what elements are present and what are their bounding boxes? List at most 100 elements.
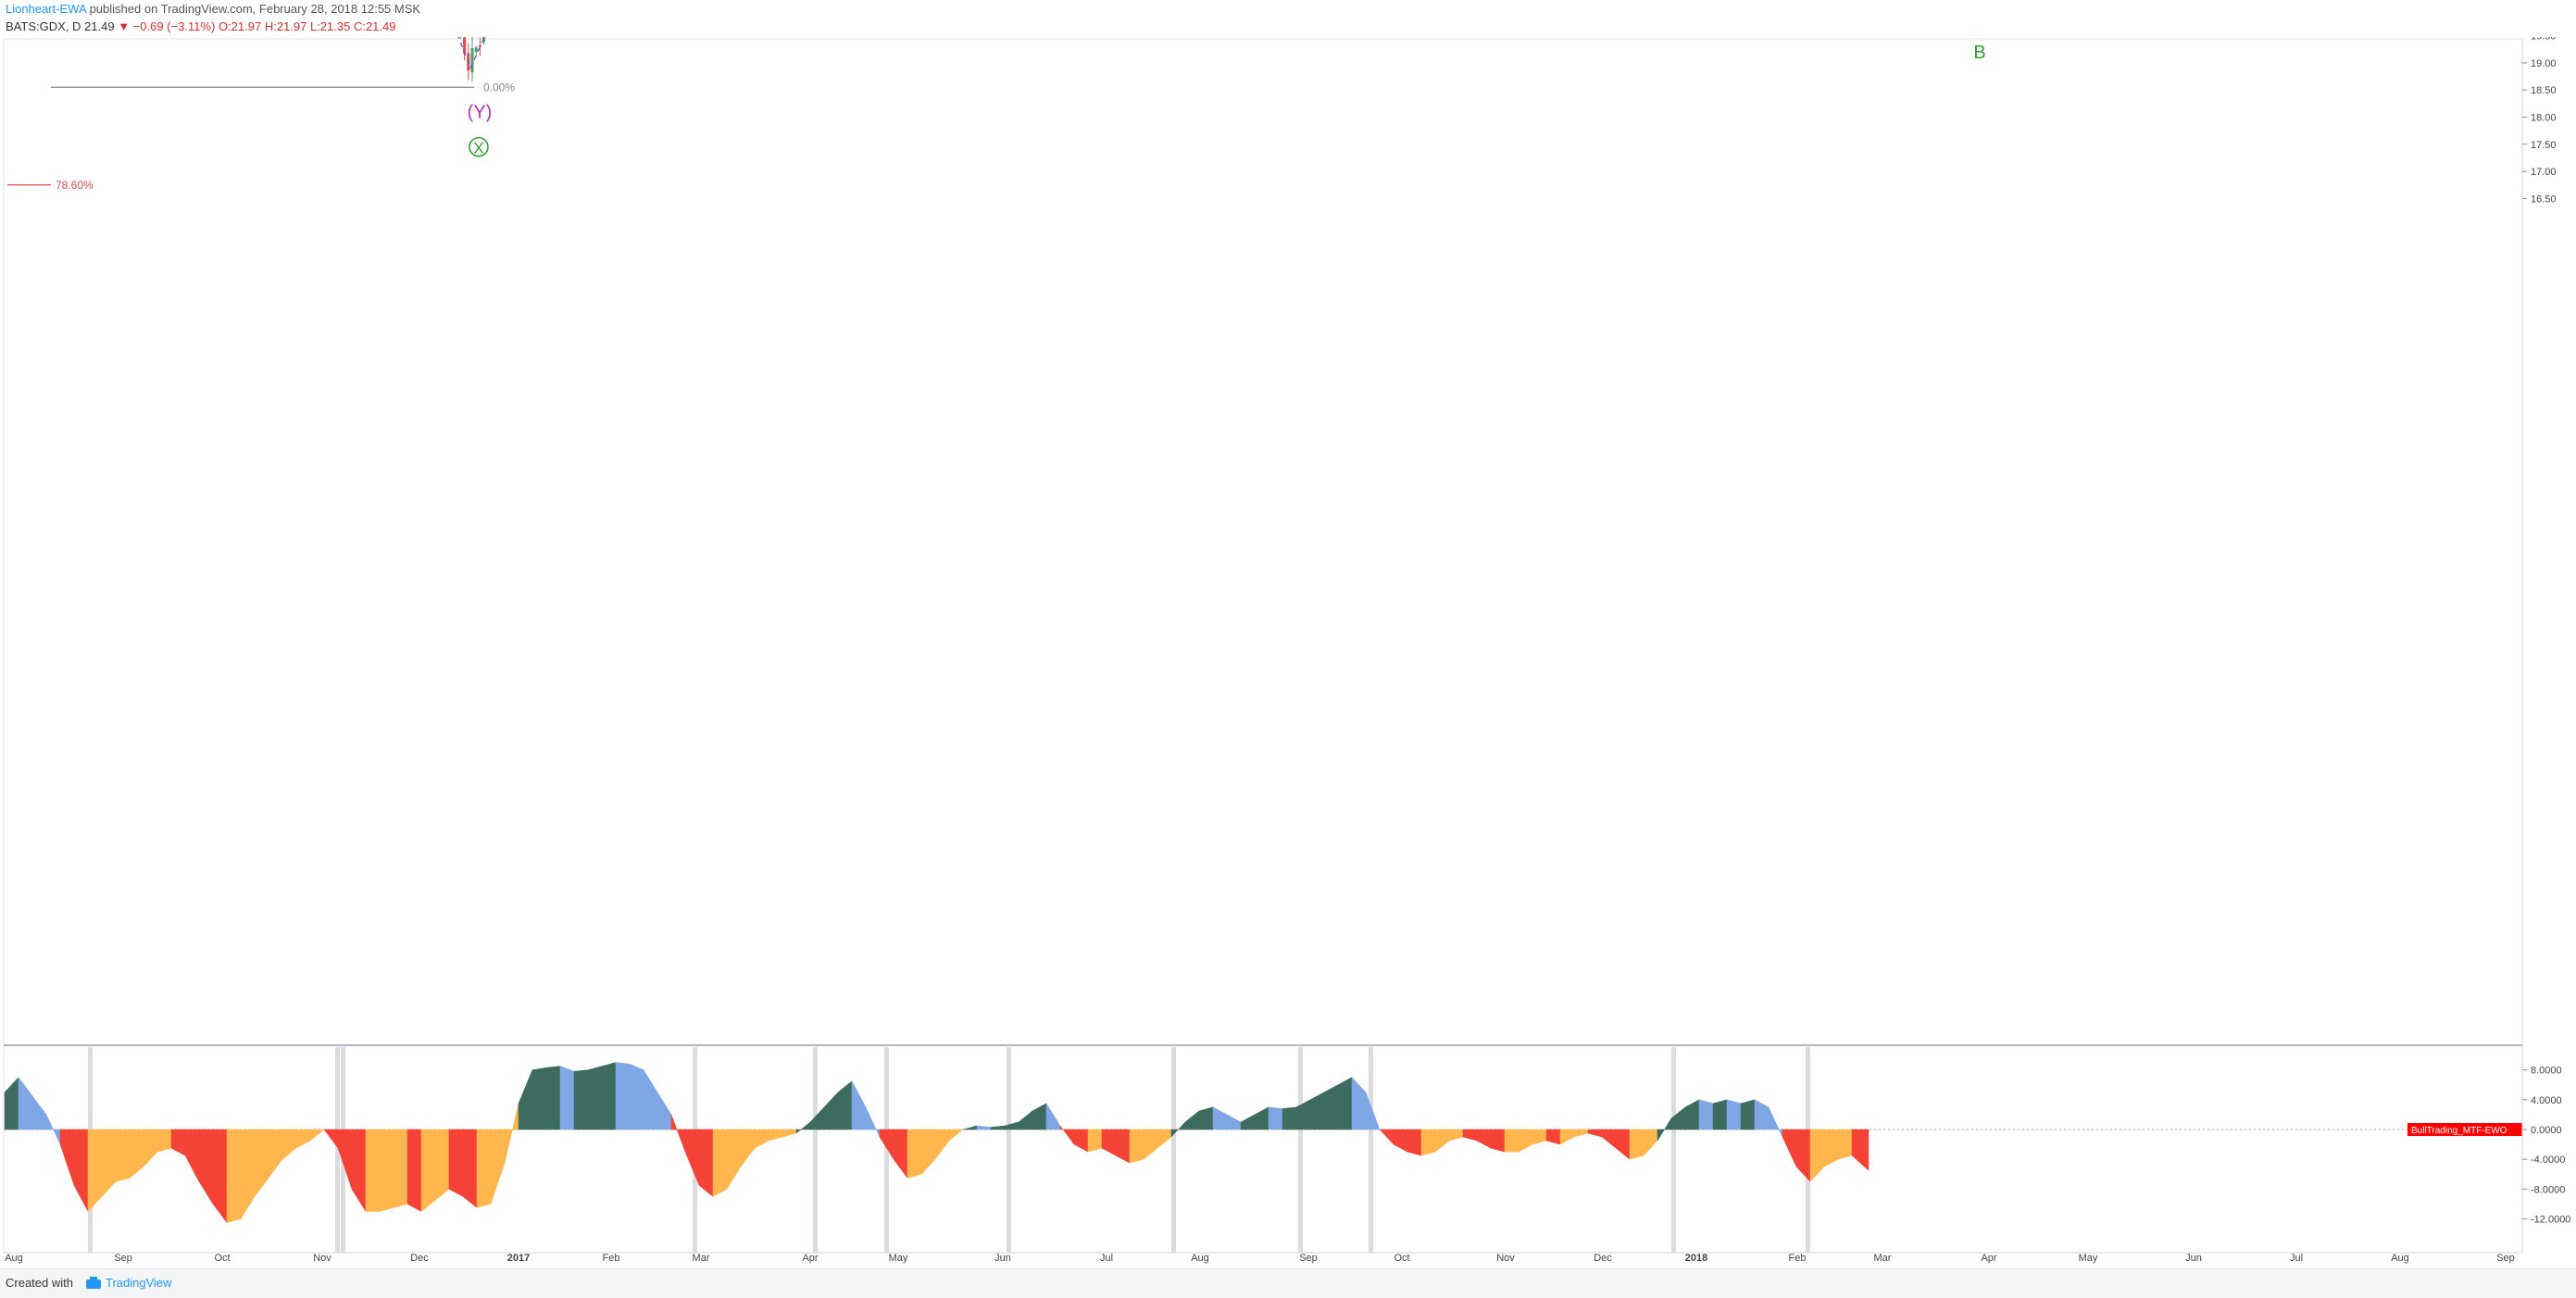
- ewo-area-segment: [1698, 1099, 1714, 1130]
- time-tick-label: Apr: [802, 1253, 818, 1264]
- time-tick-label: May: [889, 1253, 908, 1264]
- ewo-area-segment: [698, 1129, 714, 1197]
- chart-header: Lionheart-EWA published on TradingView.c…: [0, 0, 2576, 37]
- tradingview-link[interactable]: TradingView: [106, 1276, 172, 1290]
- ewo-area-segment: [1337, 1077, 1353, 1130]
- ewo-indicator: BullTrading_MTF-EWO: [4, 1047, 2522, 1253]
- wave-label: (Y): [468, 103, 493, 123]
- ewo-area-segment: [1365, 1092, 1381, 1130]
- ewo-area-segment: [1490, 1129, 1506, 1153]
- time-tick-label: 2017: [507, 1253, 530, 1264]
- time-tick-label: Nov: [313, 1253, 331, 1264]
- ewo-area-segment: [365, 1129, 381, 1212]
- wave-label: X: [473, 140, 483, 157]
- ewo-name-badge: [2407, 1123, 2522, 1136]
- ewo-area-segment: [393, 1129, 408, 1208]
- ewo-area-segment: [309, 1129, 325, 1142]
- price-axis[interactable]: 34.5034.0033.5033.0032.5032.0031.5031.00…: [2488, 0, 2574, 1253]
- ewo-tick-label: 0.0000: [2531, 1125, 2562, 1136]
- time-tick-label: Oct: [214, 1253, 230, 1264]
- ewo-area-segment: [601, 1062, 617, 1130]
- price-change-value: −0.69 (−3.11%): [132, 19, 216, 33]
- time-tick-label: Jun: [994, 1253, 1011, 1264]
- ewo-area-segment: [712, 1129, 728, 1197]
- published-text: published on TradingView.com, February 2…: [89, 2, 421, 16]
- ewo-divergence-bar: [1298, 1047, 1303, 1253]
- ewo-tick-label: -4.0000: [2531, 1154, 2565, 1166]
- author-link[interactable]: Lionheart-EWA: [6, 2, 86, 16]
- ewo-area-segment: [462, 1129, 478, 1209]
- ohlc-values: O:21.97 H:21.97 L:21.35 C:21.49: [218, 19, 396, 33]
- price-change: ▼ −0.69 (−3.11%): [118, 19, 216, 33]
- time-tick-label: Dec: [1594, 1253, 1612, 1264]
- time-tick-label: Jul: [1100, 1253, 1113, 1264]
- ewo-area-segment: [1504, 1129, 1519, 1153]
- candle-body: [463, 37, 467, 55]
- time-tick-label: Dec: [410, 1253, 429, 1264]
- time-tick-label: Feb: [1789, 1253, 1807, 1264]
- ewo-area-segment: [1740, 1099, 1756, 1130]
- time-tick-label: Oct: [1394, 1253, 1409, 1264]
- price-tick-label: 17.50: [2531, 140, 2557, 151]
- ewo-divergence-bar: [813, 1047, 818, 1253]
- ewo-area-segment: [1323, 1084, 1339, 1130]
- fibonacci-levels: 161.80%150.00%61.80%100.00%38.20%50.00%6…: [3, 38, 2522, 1253]
- ewo-tick-label: -8.0000: [2531, 1184, 2565, 1195]
- candle-body: [478, 44, 481, 47]
- wave-label-circle-icon: [469, 136, 489, 157]
- price-tick-label: 17.00: [2531, 167, 2557, 178]
- ewo-divergence-bar: [884, 1047, 889, 1253]
- time-tick-label: Sep: [2496, 1253, 2515, 1264]
- candle-body: [474, 47, 478, 53]
- ewo-area-segment: [629, 1063, 644, 1130]
- candle-body: [470, 47, 474, 73]
- created-with-text: Created with: [6, 1276, 73, 1290]
- ewo-area-segment: [434, 1129, 450, 1201]
- ewo-area-segment: [115, 1129, 131, 1182]
- price-tick-label: 19.00: [2531, 58, 2557, 69]
- fib-level-label: 0.00%: [483, 81, 515, 94]
- time-tick-label: Nov: [1496, 1253, 1515, 1264]
- time-tick-label: Jun: [2185, 1253, 2202, 1264]
- ewo-area-segment: [226, 1129, 242, 1223]
- ewo-area-segment: [1282, 1106, 1297, 1130]
- ewo-area-segment: [559, 1066, 575, 1130]
- ewo-divergence-bar: [1007, 1047, 1011, 1253]
- symbol-name[interactable]: BATS:GDX, D: [6, 19, 81, 33]
- ewo-tick-label: 8.0000: [2531, 1066, 2562, 1077]
- ewo-area-segment: [907, 1129, 922, 1179]
- wave-label: B: [1973, 43, 1985, 63]
- ewo-area-segment: [531, 1067, 547, 1130]
- tradingview-logo-icon: [86, 1277, 101, 1289]
- time-axis[interactable]: Aug Sep Oct Nov Dec 2017 Feb Mar Apr May Jun Jul Aug…: [4, 1252, 2522, 1264]
- time-tick-label: Mar: [693, 1253, 710, 1264]
- ewo-tick-label: 4.0000: [2531, 1095, 2562, 1106]
- ewo-area-segment: [545, 1066, 561, 1130]
- time-tick-label: Mar: [1874, 1253, 1892, 1264]
- time-tick-label: Sep: [114, 1253, 132, 1264]
- ewo-area-segment: [1087, 1129, 1103, 1153]
- symbol-line: BATS:GDX, D 21.49 ▼ −0.69 (−3.11%) O:21.…: [6, 19, 395, 33]
- ewo-area-segment: [948, 1129, 964, 1142]
- ewo-area-segment: [615, 1062, 631, 1130]
- ewo-area-segment: [1837, 1129, 1853, 1160]
- last-price: 21.49: [84, 19, 115, 33]
- ewo-area-segment: [448, 1129, 464, 1197]
- ewo-area-segment: [1268, 1106, 1283, 1130]
- publish-line: Lionheart-EWA published on TradingView.c…: [6, 2, 420, 16]
- time-tick-label: Sep: [1299, 1253, 1318, 1264]
- footer-bar: Created with TradingView: [0, 1268, 2576, 1298]
- ewo-area-segment: [1712, 1099, 1728, 1130]
- time-tick-label: Feb: [603, 1253, 620, 1264]
- ewo-area-segment: [587, 1066, 603, 1130]
- time-tick-label: Jul: [2290, 1253, 2303, 1264]
- fib-level-label: 78.60%: [56, 179, 94, 192]
- time-tick-label: Aug: [1191, 1253, 1209, 1264]
- price-tick-label: 18.50: [2531, 85, 2557, 96]
- ewo-area-segment: [1629, 1129, 1644, 1160]
- ewo-area-segment: [1129, 1129, 1144, 1164]
- ewo-tick-label: -12.0000: [2531, 1215, 2570, 1226]
- ewo-area-segment: [156, 1129, 172, 1153]
